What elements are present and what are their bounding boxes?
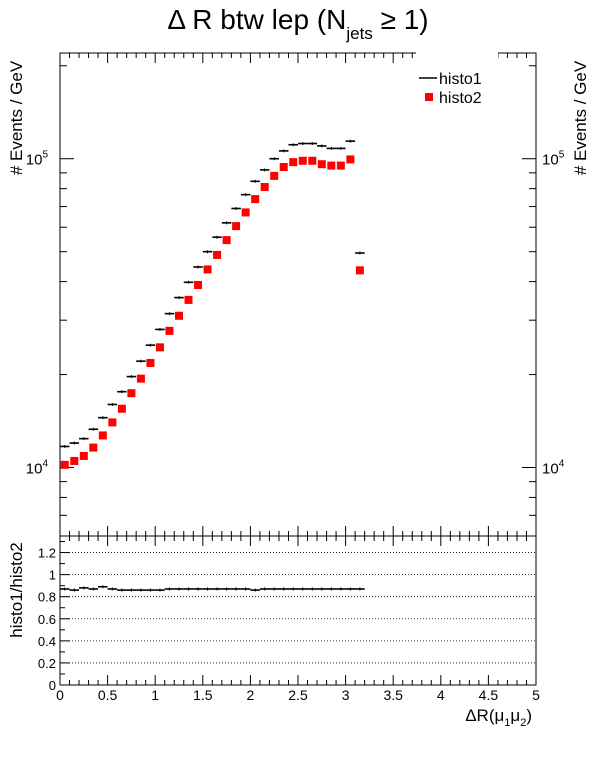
- x-axis-label-sub1: 1: [504, 717, 510, 729]
- histo2-point: [155, 343, 164, 352]
- x-tick-label: 1: [151, 687, 159, 703]
- histo2-point: [279, 163, 288, 172]
- histo2-point: [98, 431, 107, 440]
- ratio-y-tick-label: 1: [49, 568, 56, 583]
- top-axis-ticks: 104 104 105 105: [26, 53, 565, 537]
- histo2-point: [117, 404, 126, 413]
- histo2-point: [317, 160, 326, 169]
- ratio-y-tick-label: 0.4: [38, 634, 56, 649]
- x-tick-label: 0.5: [98, 687, 118, 703]
- histo2-point: [136, 374, 145, 383]
- histo2-point: [194, 280, 203, 289]
- histo2-point: [346, 155, 355, 164]
- x-tick-label: 4: [437, 687, 445, 703]
- histo2-point: [241, 208, 250, 217]
- top-y-tick-label-right: 104: [542, 458, 565, 477]
- histo2-point: [175, 311, 183, 320]
- histo2-point: [222, 236, 231, 245]
- ratio-axis-ticks: 0 0.5 1 1.5 2 2.5 3 3.5 4 4.5 5 0 0.2 0.4 0.6 0.8 1 1.2: [38, 536, 540, 703]
- x-tick-label: 4.5: [479, 687, 499, 703]
- histo2-point: [79, 451, 88, 460]
- histo2-point: [270, 171, 279, 180]
- legend-histo2-marker: [425, 93, 433, 101]
- ratio-y-tick-label: 0: [49, 678, 56, 693]
- histo2-point: [108, 418, 117, 427]
- x-axis-label-sub2: 2: [520, 717, 526, 729]
- histo2-point: [298, 156, 307, 165]
- ratio-y-tick-label: 1.2: [38, 546, 56, 561]
- title-suffix: ≥ 1): [372, 4, 429, 35]
- legend-histo2-label: histo2: [439, 90, 482, 107]
- top-y-tick-label: 105: [26, 150, 49, 169]
- title-subscript: jets: [346, 24, 373, 43]
- top-plot-frame: [59, 52, 537, 537]
- top-y-axis-label: # Events / GeV: [7, 60, 26, 175]
- x-axis-label-post: ): [526, 706, 532, 725]
- x-axis-label-pre: ΔR(μ: [465, 706, 504, 725]
- title-text: Δ R btw lep (N: [167, 4, 347, 35]
- histo2-point: [165, 326, 174, 335]
- histo2-point: [146, 358, 155, 367]
- x-tick-label: 2: [247, 687, 255, 703]
- ratio-y-tick-label: 0.6: [38, 612, 56, 627]
- histo2-point: [213, 250, 222, 259]
- top-y-tick-label-right: 105: [542, 150, 565, 169]
- histo2-point: [289, 158, 298, 167]
- histo2-point: [260, 182, 269, 191]
- chart-title: Δ R btw lep (Njets ≥ 1): [0, 4, 596, 44]
- histo2-point: [355, 266, 364, 275]
- x-tick-label: 1.5: [193, 687, 213, 703]
- x-tick-label: 5: [532, 687, 540, 703]
- ratio-data-marks: [60, 585, 365, 592]
- x-tick-label: 3: [342, 687, 350, 703]
- ratio-y-axis-label: histo1/histo2: [7, 542, 26, 637]
- histo2-point: [184, 295, 193, 304]
- histo2-point: [203, 265, 212, 274]
- x-tick-label: 3.5: [383, 687, 403, 703]
- histo2-point: [336, 161, 345, 170]
- histo2-point: [232, 222, 241, 231]
- top-y-tick-label: 104: [26, 458, 49, 477]
- histo2-point: [308, 156, 317, 165]
- top-y-axis-label-right: # Events / GeV: [571, 60, 590, 175]
- ratio-y-tick-label: 0.2: [38, 656, 56, 671]
- x-tick-label: 0: [56, 687, 64, 703]
- histo2-point: [89, 443, 98, 452]
- histo2-point: [70, 456, 79, 465]
- legend-histo1-label: histo1: [439, 71, 482, 88]
- histo2-point: [60, 460, 69, 469]
- top-data-marks: [60, 139, 365, 469]
- x-axis-label-mid: μ: [510, 706, 520, 725]
- histo2-point: [327, 161, 336, 170]
- histo2-point: [251, 195, 260, 204]
- ratio-y-tick-label: 0.8: [38, 590, 56, 605]
- x-axis-label: ΔR(μ1μ2): [465, 706, 532, 729]
- histo2-point: [127, 389, 136, 398]
- x-tick-label: 2.5: [288, 687, 308, 703]
